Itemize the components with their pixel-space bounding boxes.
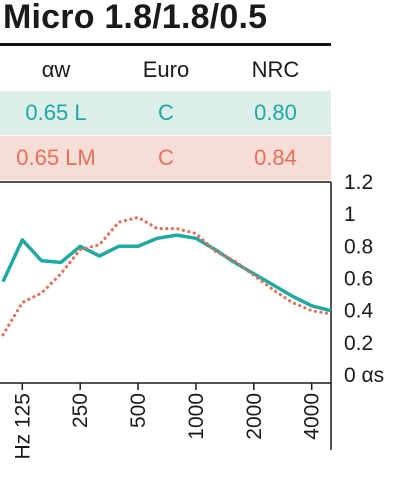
y-axis: 1.2 1 0.8 0.6 0.4 0.2 0 αs (344, 171, 384, 387)
y-tick-label: 0.8 (344, 235, 373, 258)
chart-frame (0, 181, 332, 450)
table-row: 0.65 L C 0.80 (0, 91, 331, 135)
row1-alpha-w: 0.65 L (25, 100, 87, 125)
y-tick-label: 0.4 (344, 300, 374, 323)
header-euro: Euro (142, 57, 190, 82)
table-row: 0.65 LM C 0.84 (0, 136, 331, 180)
row2-alpha-w: 0.65 LM (16, 145, 96, 170)
x-tick-label: 2000 (243, 393, 266, 440)
table-header-row: αw Euro NRC (0, 48, 331, 92)
x-tick-label: 1000 (185, 393, 208, 440)
title-underline (0, 43, 331, 46)
y-tick-label: 0.2 (344, 332, 373, 355)
x-axis: Hz 125 250 500 1000 2000 4000 (11, 383, 324, 460)
y-tick-label: 1.2 (344, 171, 373, 194)
series-line-1 (1, 233, 332, 313)
row1-nrc: 0.80 (254, 100, 297, 125)
x-tick-label: 250 (69, 393, 92, 428)
y-tick-label: 0.6 (344, 268, 373, 291)
row1-euro: C (158, 100, 174, 125)
y-tick-label: 0 αs (344, 364, 384, 387)
y-tick-label: 1 (344, 203, 356, 226)
row2-euro: C (158, 145, 174, 170)
series-line-2 (1, 215, 333, 337)
x-tick-label: Hz 125 (11, 393, 34, 460)
x-tick-label: 500 (127, 393, 150, 428)
row2-nrc: 0.84 (254, 145, 297, 170)
header-alpha-w: αw (41, 57, 71, 82)
header-nrc: NRC (251, 57, 300, 82)
series-lines (1, 215, 333, 337)
x-tick-label: 4000 (301, 393, 324, 440)
page-title: Micro 1.8/1.8/0.5 (3, 0, 268, 36)
